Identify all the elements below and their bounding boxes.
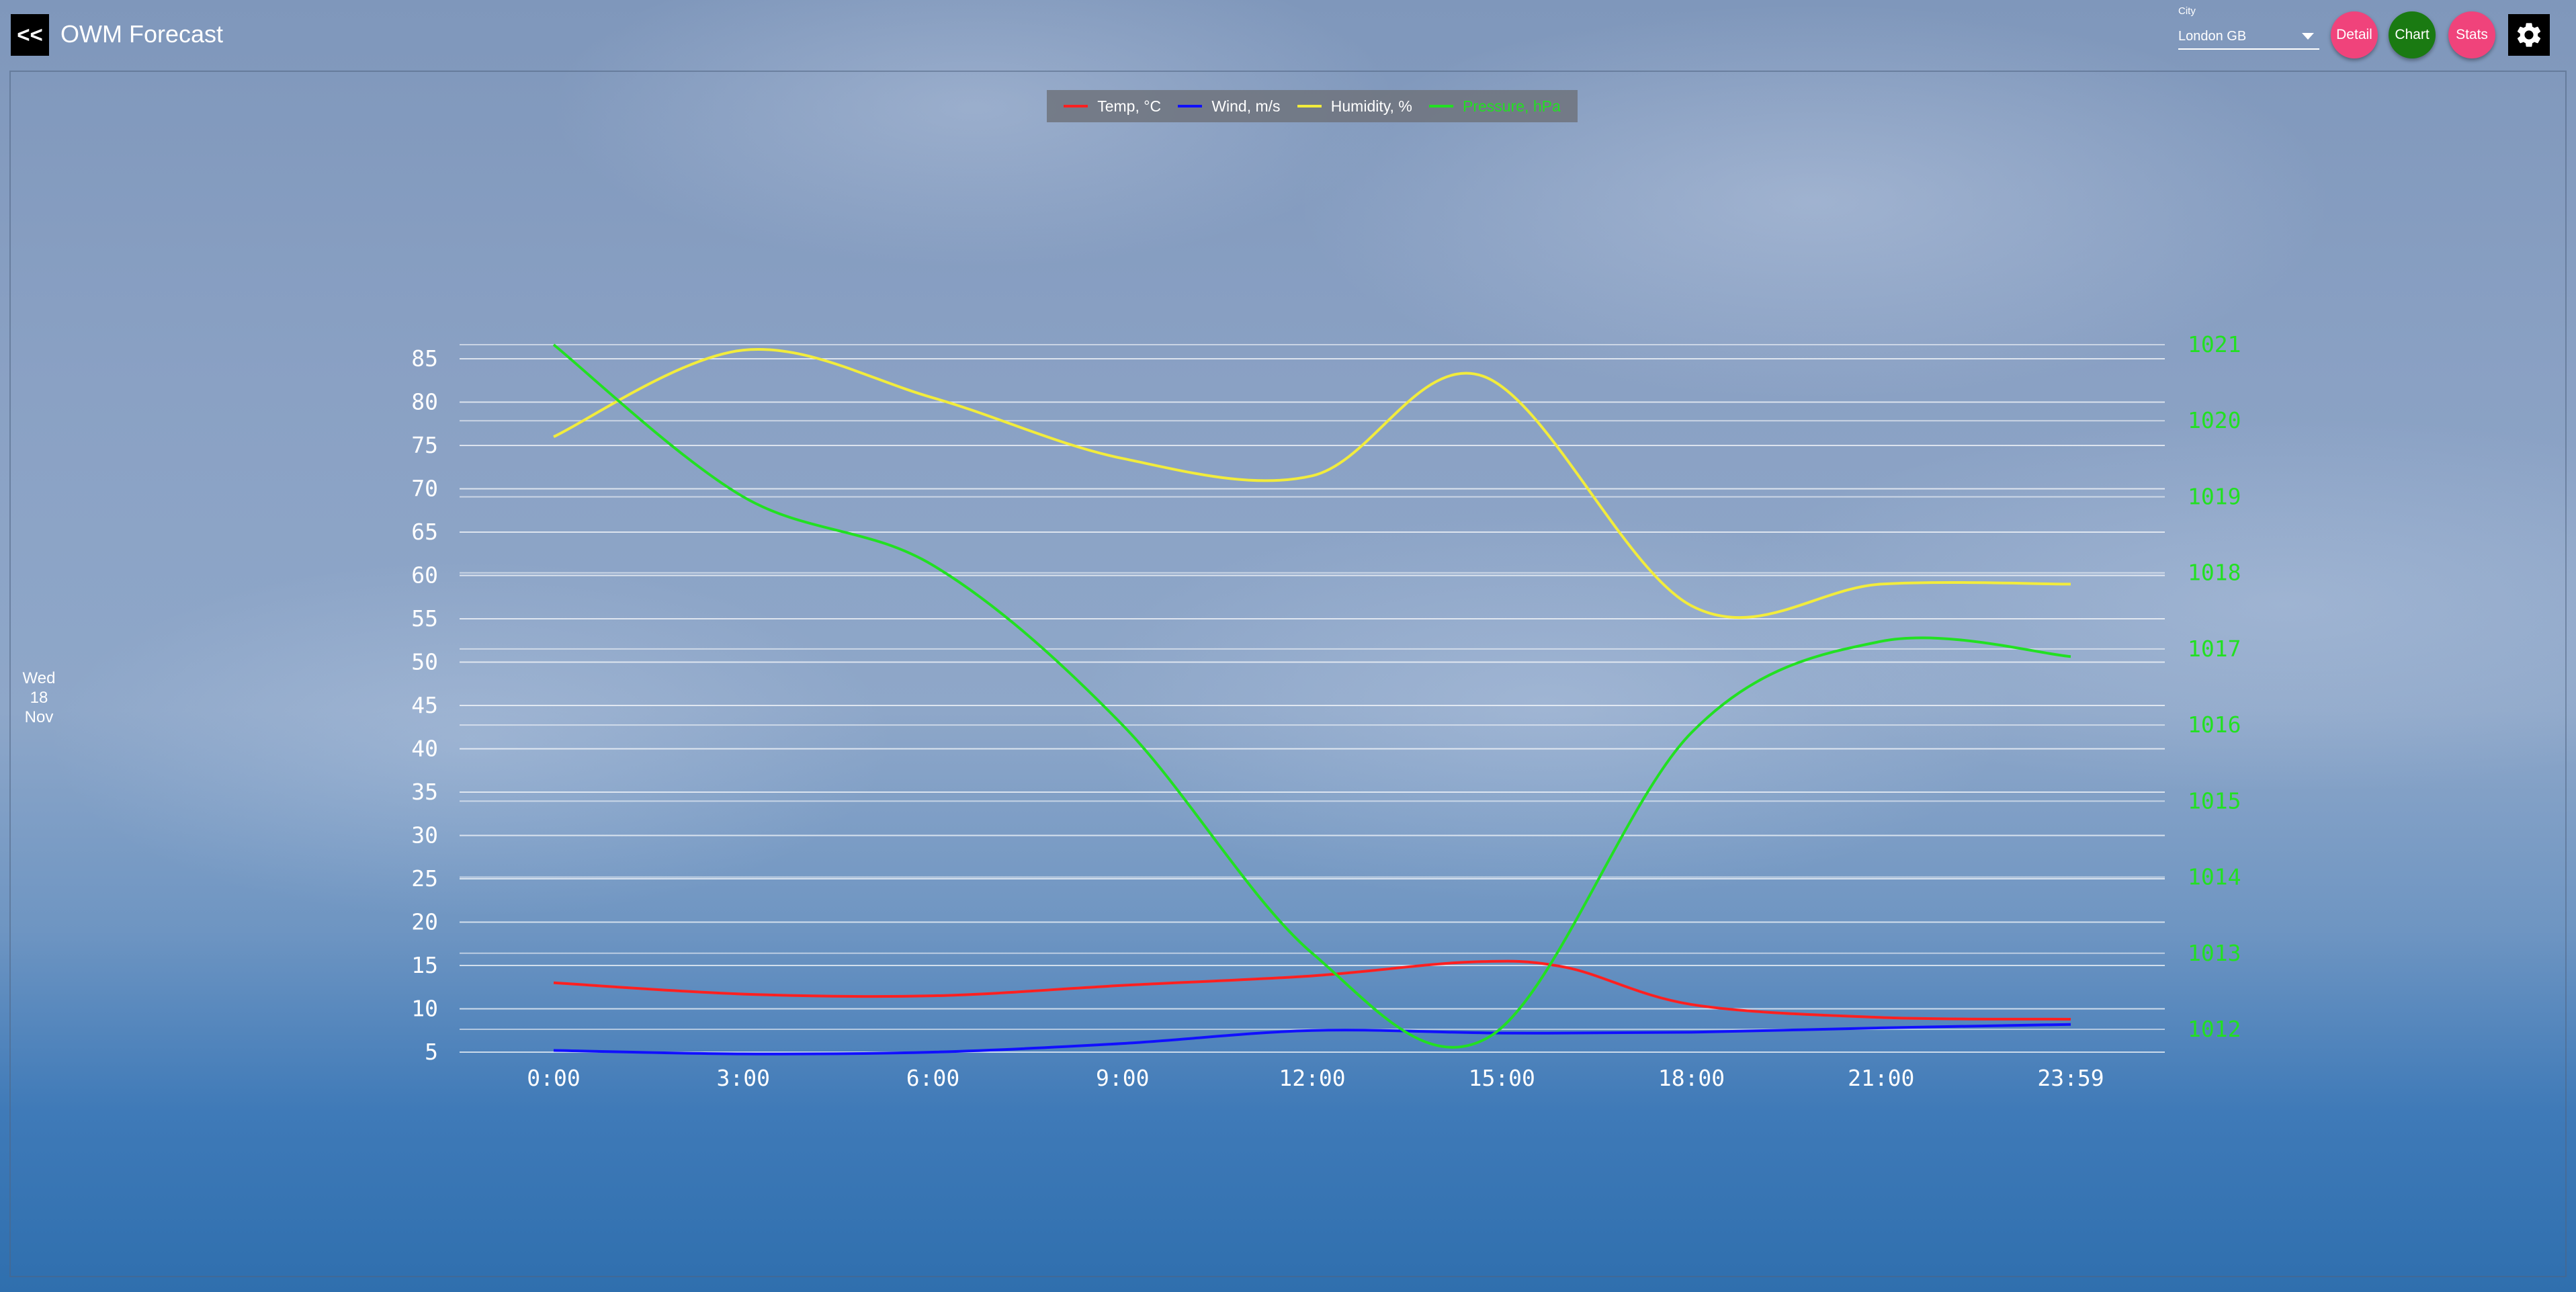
left-axis-tick-label: 75	[411, 432, 438, 458]
chart-button[interactable]: Chart	[2389, 11, 2436, 58]
x-axis-tick-label: 9:00	[1096, 1065, 1149, 1091]
legend-swatch-temp	[1064, 105, 1088, 107]
legend-item-wind[interactable]: Wind, m/s	[1178, 97, 1281, 116]
left-axis-tick-label: 30	[411, 822, 438, 849]
left-axis-tick-label: 25	[411, 865, 438, 892]
humidity-series-line	[553, 348, 2071, 619]
legend-label-humidity: Humidity, %	[1330, 97, 1412, 115]
chart-legend: Temp, °C Wind, m/s Humidity, % Pressure,…	[1047, 90, 1578, 122]
legend-item-humidity[interactable]: Humidity, %	[1297, 97, 1412, 116]
left-axis-tick-label: 20	[411, 909, 438, 935]
date-label: Wed 18 Nov	[13, 669, 65, 727]
legend-label-wind: Wind, m/s	[1211, 97, 1281, 115]
wind-series-line	[553, 1023, 2071, 1056]
right-axis-tick-label: 1021	[2188, 331, 2241, 357]
right-axis-tick-label: 1013	[2188, 940, 2241, 966]
settings-button[interactable]	[2508, 14, 2550, 56]
city-select[interactable]: London GB	[2178, 23, 2319, 50]
right-axis-tick-label: 1018	[2188, 560, 2241, 586]
x-axis-tick-label: 15:00	[1469, 1065, 1535, 1091]
left-axis-tick-label: 70	[411, 476, 438, 502]
right-axis-tick-label: 1019	[2188, 483, 2241, 509]
legend-item-pressure[interactable]: Pressure, hPa	[1429, 97, 1561, 116]
left-axis-tick-label: 10	[411, 996, 438, 1022]
legend-swatch-humidity	[1297, 105, 1322, 107]
left-axis-tick-label: 40	[411, 736, 438, 762]
right-axis-tick-label: 1020	[2188, 407, 2241, 433]
app-title: OWM Forecast	[60, 20, 224, 48]
right-axis-tick-label: 1016	[2188, 712, 2241, 738]
right-axis-tick-label: 1012	[2188, 1016, 2241, 1042]
x-axis-tick-label: 3:00	[717, 1065, 770, 1091]
gear-icon	[2517, 23, 2541, 47]
dropdown-arrow-icon[interactable]	[2302, 33, 2314, 40]
left-axis-tick-label: 35	[411, 779, 438, 805]
x-axis-tick-label: 18:00	[1658, 1065, 1725, 1091]
back-button[interactable]: <<	[11, 14, 49, 56]
detail-button[interactable]: Detail	[2331, 11, 2378, 58]
left-axis-tick-label: 15	[411, 952, 438, 978]
date-day: 18	[30, 689, 48, 707]
legend-item-temp[interactable]: Temp, °C	[1064, 97, 1161, 116]
x-axis-tick-label: 23:59	[2037, 1065, 2104, 1091]
city-label: City	[2178, 5, 2196, 17]
right-axis-tick-label: 1017	[2188, 636, 2241, 662]
left-axis-tick-label: 45	[411, 692, 438, 718]
left-axis-tick-label: 65	[411, 519, 438, 545]
left-axis-tick-label: 60	[411, 562, 438, 589]
date-weekday: Wed	[22, 669, 56, 687]
x-axis-tick-label: 0:00	[527, 1065, 580, 1091]
temp-series-line	[553, 959, 2071, 1021]
legend-label-temp: Temp, °C	[1097, 97, 1162, 115]
left-axis-tick-label: 80	[411, 389, 438, 415]
x-axis-tick-label: 6:00	[906, 1065, 959, 1091]
right-axis-tick-label: 1014	[2188, 864, 2241, 890]
city-select-field[interactable]: City London GB	[2178, 5, 2319, 50]
legend-swatch-pressure	[1429, 105, 1454, 107]
x-axis-tick-label: 21:00	[1848, 1065, 1914, 1091]
left-axis-tick-label: 85	[411, 345, 438, 372]
left-axis-tick-label: 5	[425, 1039, 438, 1065]
legend-label-pressure: Pressure, hPa	[1463, 97, 1561, 115]
date-month: Nov	[24, 708, 54, 726]
stats-button[interactable]: Stats	[2448, 11, 2495, 58]
left-axis-tick-label: 55	[411, 605, 438, 632]
right-axis-tick-label: 1015	[2188, 787, 2241, 814]
pressure-series-line	[552, 343, 2071, 1049]
legend-swatch-wind	[1178, 105, 1203, 107]
x-axis-tick-label: 12:00	[1279, 1065, 1345, 1091]
left-axis-tick-label: 50	[411, 649, 438, 675]
